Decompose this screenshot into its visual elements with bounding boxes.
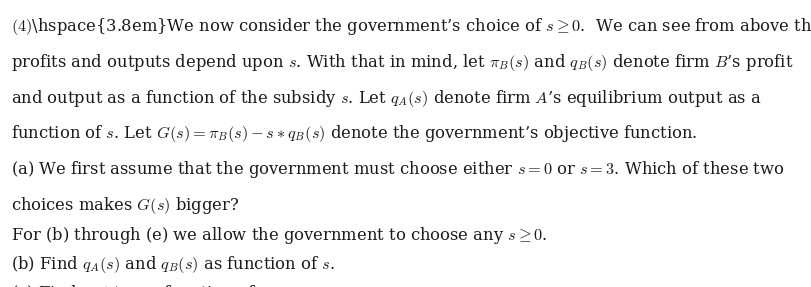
Text: and output as a function of the subsidy $s$. Let $q_A(s)$ denote firm $A$’s equi: and output as a function of the subsidy … bbox=[11, 88, 762, 108]
Text: (a) We first assume that the government must choose either $s = 0$ or $s = 3$. W: (a) We first assume that the government … bbox=[11, 159, 784, 180]
Text: (c) Find $\pi_B(s)$ as a function of $s$.: (c) Find $\pi_B(s)$ as a function of $s$… bbox=[11, 283, 272, 287]
Text: $(4)$\hspace{3.8em}We now consider the government’s choice of $s \geq 0$.  We ca: $(4)$\hspace{3.8em}We now consider the g… bbox=[11, 16, 811, 37]
Text: function of $s$. Let $G(s) = \pi_B(s) - s * q_B(s)$ denote the government’s obje: function of $s$. Let $G(s) = \pi_B(s) - … bbox=[11, 123, 697, 144]
Text: For (b) through (e) we allow the government to choose any $s \geq 0$.: For (b) through (e) we allow the governm… bbox=[11, 225, 547, 246]
Text: choices makes $G(s)$ bigger?: choices makes $G(s)$ bigger? bbox=[11, 195, 239, 216]
Text: profits and outputs depend upon $s$. With that in mind, let $\pi_B(s)$ and $q_B(: profits and outputs depend upon $s$. Wit… bbox=[11, 52, 793, 73]
Text: (b) Find $q_A(s)$ and $q_B(s)$ as function of $s$.: (b) Find $q_A(s)$ and $q_B(s)$ as functi… bbox=[11, 254, 335, 275]
